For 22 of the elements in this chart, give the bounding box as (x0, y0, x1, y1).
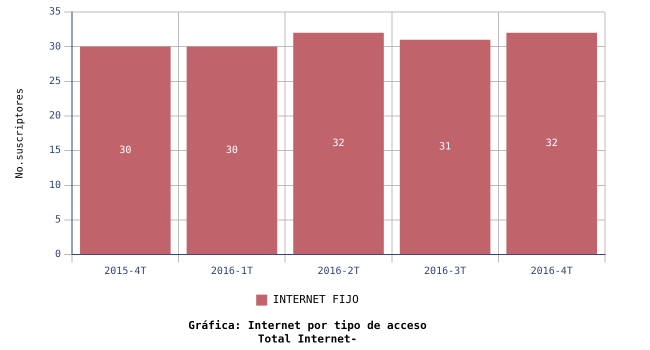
data-label: 32 (546, 138, 558, 150)
y-tick-label: 15 (48, 145, 62, 156)
text: Gráfica: Internet por tipo de acceso (188, 319, 428, 332)
legend-label: INTERNET FIJO (272, 292, 359, 306)
x-tick-label: 2016-3T (424, 266, 466, 278)
y-tick-label: 30 (48, 41, 62, 52)
y-tick-label: 5 (55, 214, 62, 226)
text: Total Internet- (258, 332, 358, 346)
y-tick-label: 20 (48, 110, 62, 122)
y-tick-label: 10 (48, 180, 62, 191)
y-tick-label: 35 (48, 6, 62, 18)
data-label: 30 (119, 144, 132, 156)
x-tick-label: 2016-2T (317, 266, 360, 278)
data-label: 32 (332, 138, 345, 150)
y-tick-label: 0 (55, 249, 62, 260)
x-tick-label: 2016-1T (210, 266, 254, 278)
y-tick-label: 25 (48, 76, 62, 87)
data-label: 31 (439, 142, 452, 153)
x-tick-label: 2016-4T (530, 266, 573, 278)
y-axis-title: No.suscriptores (14, 88, 26, 178)
data-label: 30 (226, 144, 238, 156)
x-tick-label: 2015-4T (104, 266, 146, 278)
